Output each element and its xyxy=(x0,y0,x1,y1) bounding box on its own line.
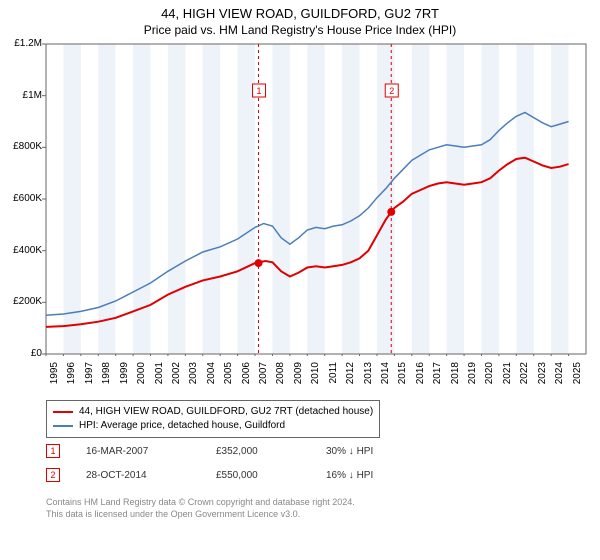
legend-row-property: 44, HIGH VIEW ROAD, GUILDFORD, GU2 7RT (… xyxy=(53,405,373,419)
x-tick-label: 2025 xyxy=(572,362,583,392)
sale-row: 2 28-OCT-2014£550,00016% ↓ HPI xyxy=(46,468,446,482)
legend-box: 44, HIGH VIEW ROAD, GUILDFORD, GU2 7RT (… xyxy=(46,400,380,438)
chart-plot: 12 xyxy=(0,0,600,356)
x-tick-label: 2003 xyxy=(188,362,199,392)
sale-price: £550,000 xyxy=(216,470,326,481)
sale-date: 16-MAR-2007 xyxy=(86,446,216,457)
x-tick-label: 2023 xyxy=(537,362,548,392)
x-tick-label: 2000 xyxy=(136,362,147,392)
sale-diff: 30% ↓ HPI xyxy=(326,446,446,457)
footer-attribution: Contains HM Land Registry data © Crown c… xyxy=(46,496,355,520)
sale-marker-icon: 2 xyxy=(46,468,60,482)
x-tick-label: 2019 xyxy=(467,362,478,392)
sale-price: £352,000 xyxy=(216,446,326,457)
x-tick-label: 2007 xyxy=(258,362,269,392)
x-tick-label: 2010 xyxy=(310,362,321,392)
x-tick-label: 2021 xyxy=(502,362,513,392)
sale-diff: 16% ↓ HPI xyxy=(326,470,446,481)
x-tick-label: 2002 xyxy=(171,362,182,392)
x-tick-label: 1998 xyxy=(101,362,112,392)
sale-row: 1 16-MAR-2007£352,00030% ↓ HPI xyxy=(46,444,446,458)
legend-swatch-hpi xyxy=(53,425,73,427)
svg-text:1: 1 xyxy=(257,86,262,96)
x-tick-label: 2016 xyxy=(415,362,426,392)
x-tick-label: 1996 xyxy=(66,362,77,392)
x-tick-label: 2015 xyxy=(397,362,408,392)
x-tick-label: 1997 xyxy=(84,362,95,392)
x-tick-label: 1999 xyxy=(119,362,130,392)
svg-text:2: 2 xyxy=(389,86,394,96)
x-tick-label: 2012 xyxy=(345,362,356,392)
x-tick-label: 2009 xyxy=(293,362,304,392)
x-tick-label: 2008 xyxy=(275,362,286,392)
legend-label-hpi: HPI: Average price, detached house, Guil… xyxy=(79,419,285,433)
x-tick-label: 2014 xyxy=(380,362,391,392)
x-tick-label: 2024 xyxy=(554,362,565,392)
footer-line1: Contains HM Land Registry data © Crown c… xyxy=(46,496,355,508)
sale-marker-icon: 1 xyxy=(46,444,60,458)
x-tick-label: 2022 xyxy=(519,362,530,392)
legend-row-hpi: HPI: Average price, detached house, Guil… xyxy=(53,419,373,433)
legend-swatch-property xyxy=(53,411,73,413)
x-tick-label: 2013 xyxy=(363,362,374,392)
x-tick-label: 2004 xyxy=(206,362,217,392)
legend-label-property: 44, HIGH VIEW ROAD, GUILDFORD, GU2 7RT (… xyxy=(79,405,373,419)
x-tick-label: 2006 xyxy=(241,362,252,392)
footer-line2: This data is licensed under the Open Gov… xyxy=(46,508,355,520)
x-tick-label: 2005 xyxy=(223,362,234,392)
x-tick-label: 2020 xyxy=(484,362,495,392)
x-tick-label: 2001 xyxy=(154,362,165,392)
x-tick-label: 1995 xyxy=(49,362,60,392)
sale-date: 28-OCT-2014 xyxy=(86,470,216,481)
x-tick-label: 2018 xyxy=(450,362,461,392)
x-tick-label: 2017 xyxy=(432,362,443,392)
chart-container: 44, HIGH VIEW ROAD, GUILDFORD, GU2 7RT P… xyxy=(0,0,600,560)
x-tick-label: 2011 xyxy=(328,362,339,392)
